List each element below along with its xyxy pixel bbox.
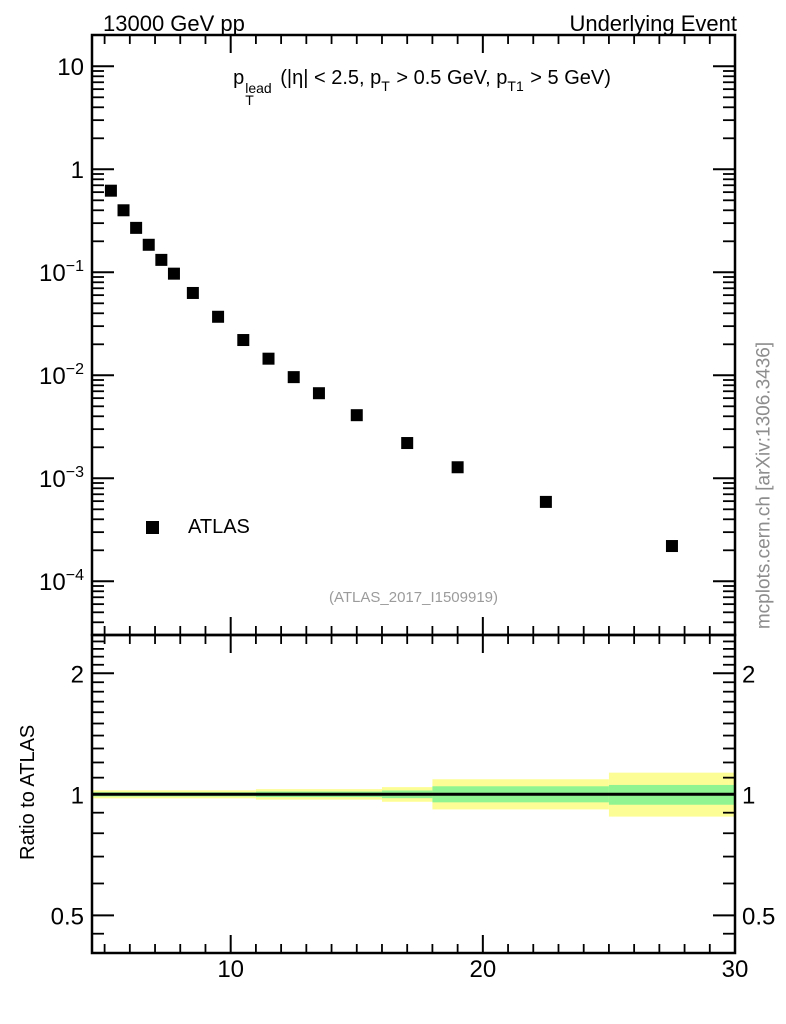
annotation-sub-2: T1 xyxy=(507,78,524,94)
data-point xyxy=(155,253,168,266)
data-point xyxy=(401,437,414,450)
data-point xyxy=(539,495,552,508)
legend-marker-square xyxy=(146,520,159,534)
main-panel-frame xyxy=(90,33,737,637)
ratio-tick-label-left: 0.5 xyxy=(51,903,84,930)
legend: ATLAS xyxy=(146,515,250,538)
observable-annotation: p lead T (|η| < 2.5, pT > 0.5 GeV, pT1 > 5… xyxy=(92,66,752,108)
ratio-y-tick-labels: 2 2 1 1 0.5 0.5 xyxy=(51,661,776,930)
x-ticks xyxy=(103,35,736,953)
y-tick-label: 1 xyxy=(71,157,84,184)
x-tick-label: 30 xyxy=(722,956,749,983)
data-point xyxy=(104,184,117,197)
data-point xyxy=(237,334,250,347)
ratio-tick-label-left: 2 xyxy=(71,661,84,688)
beam-energy-title: 13000 GeV pp xyxy=(103,11,245,36)
ratio-tick-label-left: 1 xyxy=(71,782,84,809)
data-points-ATLAS xyxy=(104,184,678,553)
annotation-cuts-1: (|η| < 2.5, p xyxy=(274,67,382,89)
annotation-superscript: lead xyxy=(245,80,272,96)
y-tick-label: 10 xyxy=(57,54,84,81)
y-tick-label: 10−4 xyxy=(39,567,84,596)
data-point xyxy=(665,540,678,553)
analysis-id-watermark: (ATLAS_2017_I1509919) xyxy=(328,589,498,606)
data-point xyxy=(186,286,199,299)
y-tick-label: 10−3 xyxy=(39,464,84,493)
annotation-cuts-3: > 5 GeV) xyxy=(524,67,611,89)
data-point xyxy=(212,310,225,323)
ratio-tick-label-right: 0.5 xyxy=(742,903,775,930)
ratio-y-ticks xyxy=(92,640,735,935)
x-tick-label: 10 xyxy=(217,956,244,983)
y-tick-label: 10−1 xyxy=(39,258,84,287)
ratio-axis-title: Ratio to ATLAS xyxy=(17,724,39,860)
main-y-ticks xyxy=(92,65,735,624)
data-point xyxy=(451,461,464,474)
data-point xyxy=(350,409,363,422)
ratio-tick-label-right: 1 xyxy=(742,782,755,809)
annotation-subscript: T xyxy=(245,92,254,108)
data-point xyxy=(287,371,300,384)
data-point xyxy=(262,352,275,365)
mcplots-arxiv-note: mcplots.cern.ch [arXiv:1306.3436] xyxy=(753,341,775,630)
main-y-tick-labels: 10 1 10−1 10−2 10−3 10−4 xyxy=(39,54,84,596)
y-tick-label: 10−2 xyxy=(39,361,84,390)
ratio-tick-label-right: 2 xyxy=(742,661,755,688)
legend-label: ATLAS xyxy=(188,515,250,538)
data-point xyxy=(142,238,155,251)
data-point xyxy=(312,387,325,400)
annotation-supsub: lead T xyxy=(245,80,272,108)
annotation-sub-1: T xyxy=(381,78,390,94)
data-point xyxy=(117,204,130,217)
x-tick-label: 20 xyxy=(469,956,496,983)
annotation-symbol: p xyxy=(233,67,245,89)
data-point xyxy=(130,221,143,234)
analysis-topic-title: Underlying Event xyxy=(569,11,737,36)
data-point xyxy=(167,267,180,280)
x-tick-labels: 10 20 30 xyxy=(217,956,748,983)
annotation-cuts-2: > 0.5 GeV, p xyxy=(390,67,508,89)
